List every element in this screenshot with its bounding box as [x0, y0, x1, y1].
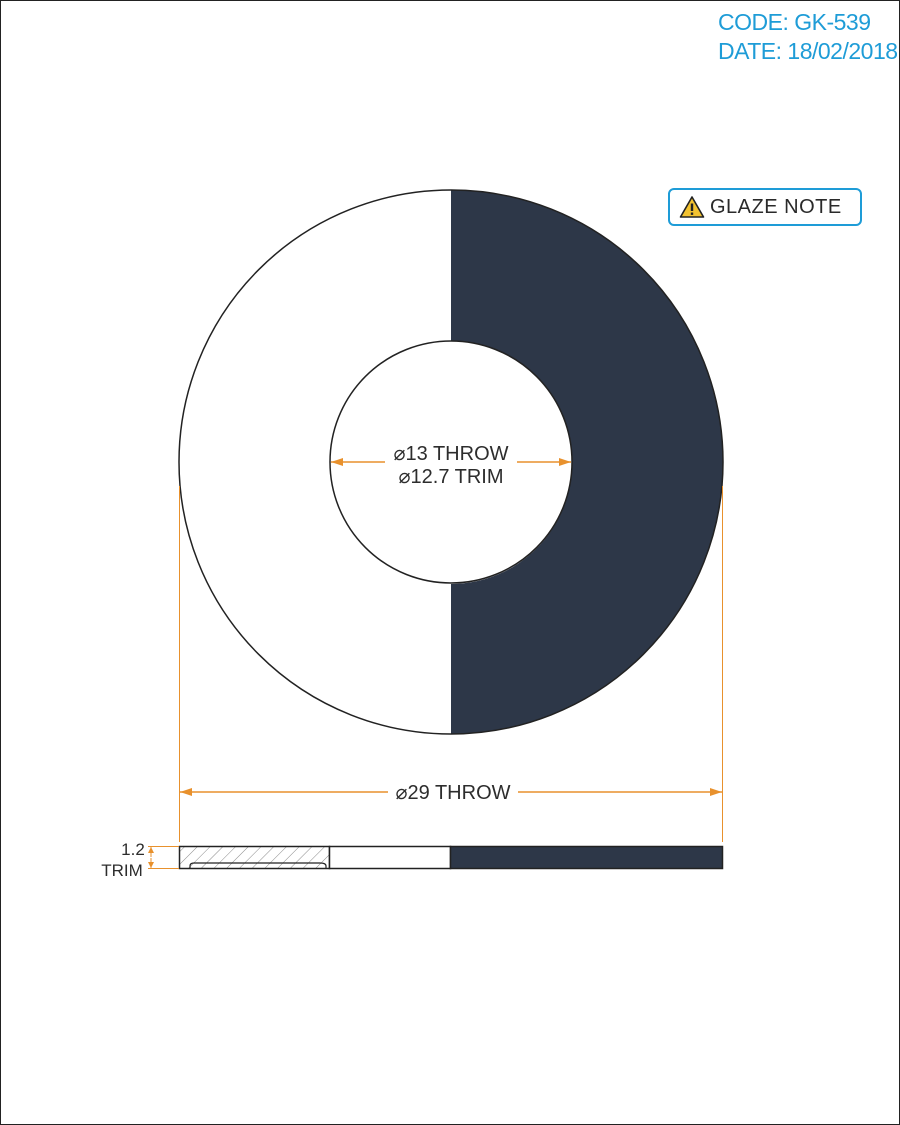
- thickness-label: TRIM: [101, 861, 143, 880]
- outer-edge: [178, 189, 724, 735]
- thickness-value: 1.2: [121, 840, 145, 859]
- glaze-note-callout[interactable]: GLAZE NOTE: [668, 188, 862, 226]
- inner-throw-dimension: ⌀13 THROW: [393, 443, 508, 465]
- section-inner-contour: [189, 862, 327, 868]
- outer-throw-dimension: ⌀29 THROW: [395, 782, 510, 804]
- warning-triangle-icon: [679, 196, 705, 218]
- date-label: DATE: 18/02/2018: [718, 38, 898, 64]
- inner-hole: [329, 340, 573, 584]
- code-label: CODE: GK-539: [718, 9, 871, 35]
- section-glazed-part: [449, 845, 724, 870]
- inner-trim-dimension: ⌀12.7 TRIM: [398, 466, 503, 488]
- glaze-note-label: GLAZE NOTE: [710, 195, 842, 218]
- glazed-half-fill: [451, 190, 723, 734]
- section-hatched-part: [178, 845, 331, 870]
- title-block: CODE: GK-539 DATE: 18/02/2018: [718, 8, 898, 66]
- section-hole-gap: [328, 845, 452, 870]
